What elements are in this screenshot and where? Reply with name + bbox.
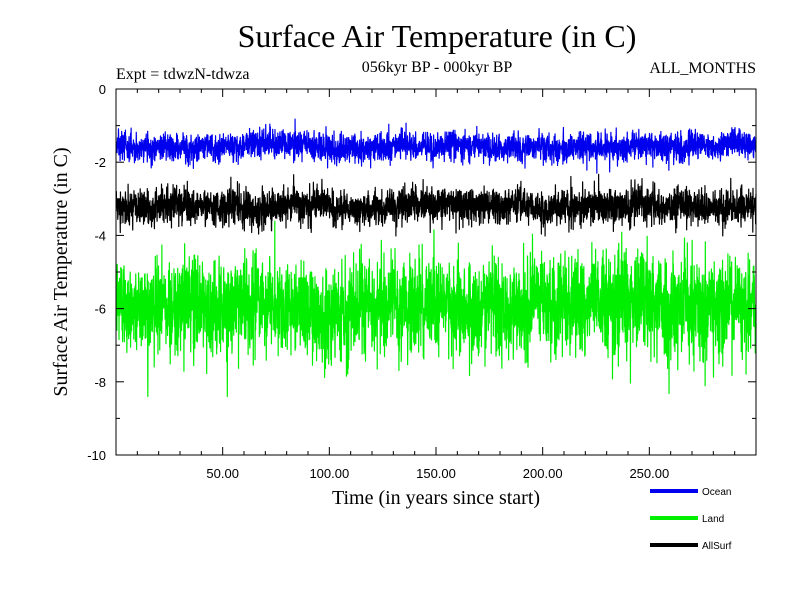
y-tick-label: 0 (99, 82, 106, 97)
time-range-label: 056kyr BP - 000kyr BP (362, 59, 513, 76)
y-tick-label: -10 (87, 448, 106, 463)
y-tick-label: -4 (94, 228, 106, 243)
y-tick-label: -6 (94, 302, 106, 317)
x-tick-label: 100.00 (309, 466, 349, 481)
y-axis: 0 -2 -4 -6 -8 -10 (87, 82, 756, 463)
chart-title: Surface Air Temperature (in C) (238, 18, 637, 54)
x-axis-label: Time (in years since start) (332, 487, 540, 509)
x-tick-label: 200.00 (523, 466, 563, 481)
experiment-label: Expt = tdwzN-tdwza (116, 66, 249, 83)
x-tick-label: 150.00 (416, 466, 456, 481)
months-label: ALL_MONTHS (649, 60, 756, 77)
legend-label-ocean: Ocean (702, 487, 731, 498)
series-line-ocean (115, 118, 757, 174)
legend-label-land: Land (702, 514, 724, 525)
y-axis-label: Surface Air Temperature (in C) (50, 147, 72, 396)
legend-label-allsurf: AllSurf (702, 541, 732, 552)
series-line-land (115, 220, 757, 398)
y-tick-label: -2 (94, 155, 106, 170)
x-tick-label: 50.00 (206, 466, 239, 481)
plot-area (115, 118, 757, 398)
x-axis: 50.00 100.00 150.00 200.00 250.00 (136, 89, 736, 481)
series-line-allsurf (115, 173, 757, 237)
y-tick-label: -8 (94, 375, 106, 390)
legend: Ocean Land AllSurf (650, 487, 732, 552)
x-tick-label: 250.00 (629, 466, 669, 481)
